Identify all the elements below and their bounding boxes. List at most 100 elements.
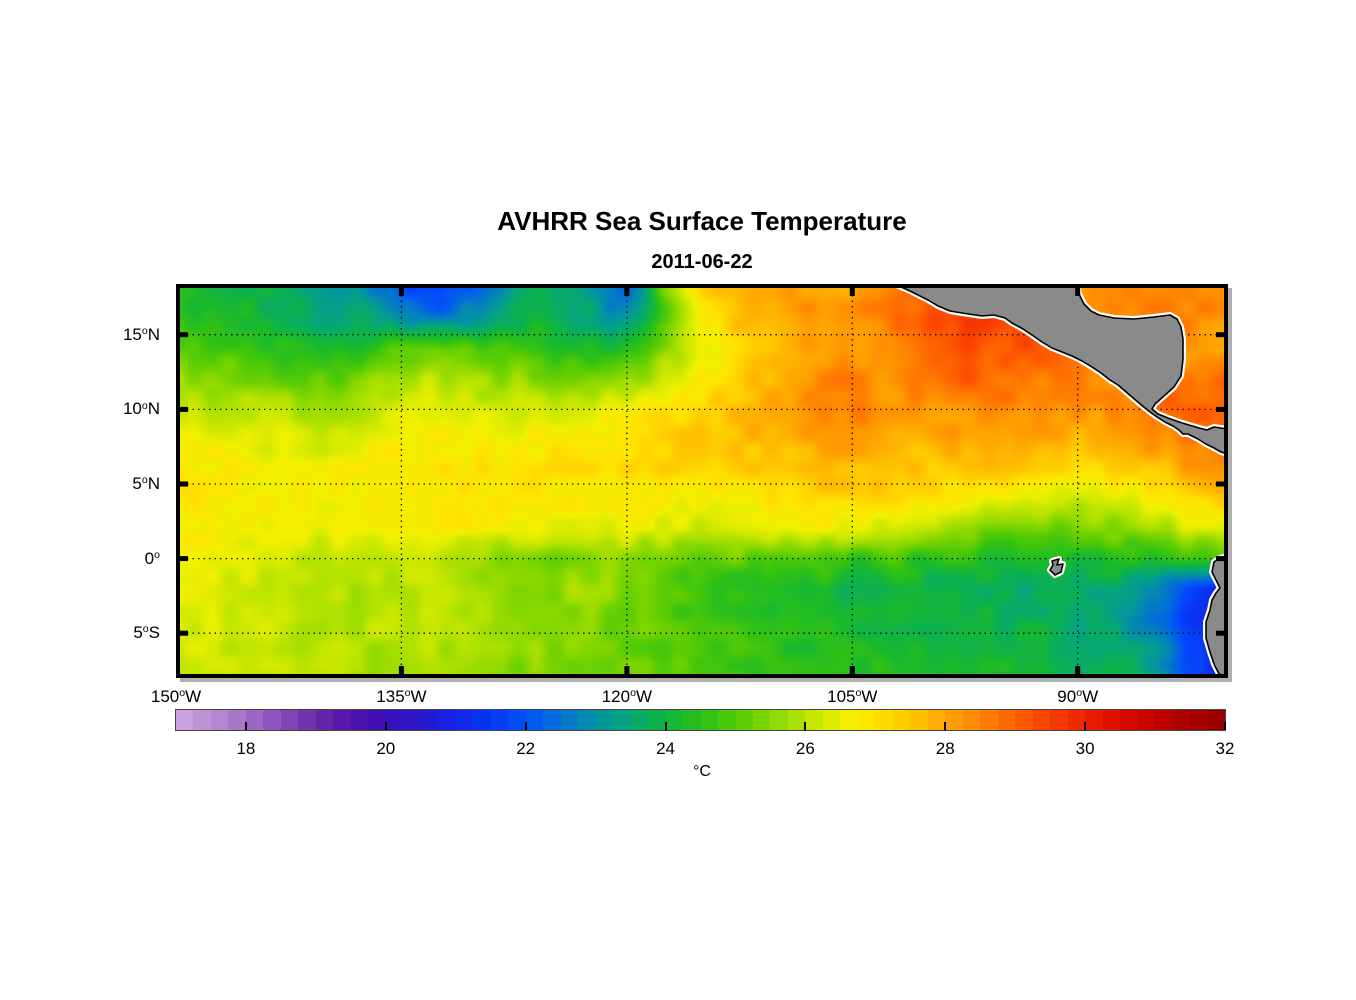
colorbar-segment <box>315 710 334 730</box>
x-tick-label: 105oW <box>827 687 878 706</box>
colorbar-segment <box>280 710 299 730</box>
colorbar-segment <box>490 710 509 730</box>
colorbar-tick-label: 26 <box>795 739 815 758</box>
colorbar-tick <box>664 722 667 730</box>
colorbar-segment <box>455 710 474 730</box>
colorbar-segment <box>595 710 614 730</box>
colorbar-segment <box>350 710 369 730</box>
colorbar-tick-label: 24 <box>656 739 675 758</box>
central-america-landmass <box>892 284 1228 455</box>
colorbar-tick-label: 18 <box>236 739 256 758</box>
colorbar-segment <box>298 710 316 730</box>
colorbar-segment <box>473 710 491 730</box>
x-axis-tick <box>849 666 855 678</box>
colorbar-tick <box>384 722 387 730</box>
colorbar-segment <box>578 710 596 730</box>
colorbar-segment <box>875 710 893 730</box>
x-axis-tick <box>624 666 630 678</box>
colorbar-segment <box>980 710 998 730</box>
colorbar-segment <box>1015 710 1033 730</box>
colorbar-segment <box>1102 710 1121 730</box>
colorbar-segment <box>1190 710 1208 730</box>
colorbar-tick-label: 20 <box>376 739 396 758</box>
colorbar-segment <box>892 710 911 730</box>
colorbar-segment <box>438 710 456 730</box>
x-tick-label: 150oW <box>150 687 202 706</box>
colorbar-tick <box>244 722 247 730</box>
y-axis-tick-right <box>1216 406 1228 412</box>
colorbar-segment <box>665 710 684 730</box>
colorbar-segment <box>752 710 771 730</box>
colorbar-tick-label: 30 <box>1075 739 1095 758</box>
colorbar-tick-label: 32 <box>1215 739 1235 758</box>
colorbar-segment <box>805 710 823 730</box>
y-axis-tick-right <box>1216 332 1228 338</box>
y-axis-tick-right <box>1216 630 1228 636</box>
y-tick-label: 10oN <box>122 399 160 419</box>
y-axis-tick-right <box>1216 556 1228 562</box>
y-tick-label: 5oN <box>132 473 160 493</box>
colorbar-segment <box>385 710 404 730</box>
colorbar-segment <box>263 710 281 730</box>
x-axis-tick-top <box>1075 284 1081 296</box>
colorbar-segment <box>1067 710 1086 730</box>
colorbar-segment <box>1032 710 1051 730</box>
colorbar-segment <box>945 710 963 730</box>
colorbar-segment <box>648 710 666 730</box>
colorbar-segment <box>630 710 649 730</box>
colorbar-segment <box>560 710 579 730</box>
colorbar-tick <box>1224 722 1226 730</box>
x-axis-tick-top <box>398 284 404 296</box>
colorbar-segment <box>787 710 806 730</box>
colorbar-tick <box>804 722 807 730</box>
colorbar-segment <box>1050 710 1068 730</box>
y-axis-tick <box>176 406 188 412</box>
colorbar-segment <box>962 710 981 730</box>
colorbar-tick <box>944 722 947 730</box>
colorbar-segment <box>1085 710 1103 730</box>
colorbar-tick-label: 22 <box>516 739 536 758</box>
x-axis-tick-top <box>624 284 630 296</box>
colorbar-segment <box>193 710 211 730</box>
colorbar-segment <box>403 710 421 730</box>
x-tick-label: 135oW <box>376 687 427 706</box>
colorbar-segment <box>368 710 386 730</box>
colorbar-segment <box>543 710 561 730</box>
chart-date-subtitle: 2011-06-22 <box>651 251 753 273</box>
colorbar-tick-label: 28 <box>935 739 955 758</box>
colorbar-tick <box>1084 722 1087 730</box>
x-tick-label: 90oW <box>1057 687 1099 706</box>
x-tick-label: 120oW <box>601 687 652 706</box>
map-area <box>176 284 1228 678</box>
colorbar-segment <box>1137 710 1156 730</box>
colorbar-segment <box>228 710 246 730</box>
colorbar-segment <box>822 710 841 730</box>
colorbar-segment <box>1155 710 1173 730</box>
colorbar-segment <box>700 710 719 730</box>
y-axis-tick <box>176 556 188 562</box>
colorbar-segment <box>245 710 264 730</box>
colorbar-segment <box>613 710 631 730</box>
colorbar-segment <box>1207 710 1226 730</box>
colorbar-segment <box>420 710 439 730</box>
galapagos-island <box>1049 558 1064 576</box>
colorbar-segment <box>683 710 701 730</box>
y-axis-tick <box>176 332 188 338</box>
x-axis-tick-top <box>849 284 855 296</box>
y-axis-tick <box>176 630 188 636</box>
colorbar-segment <box>735 710 753 730</box>
y-tick-label: 0o <box>144 548 160 568</box>
map-overlay <box>176 284 1228 678</box>
colorbar-segment <box>997 710 1016 730</box>
colorbar-segment <box>857 710 876 730</box>
y-axis-tick-right <box>1216 481 1228 487</box>
colorbar-segment <box>718 710 736 730</box>
x-axis-tick <box>1075 666 1081 678</box>
colorbar-segment <box>1120 710 1138 730</box>
map-border <box>176 284 1228 678</box>
x-axis-tick <box>398 666 404 678</box>
colorbar-unit-label: °C <box>693 763 711 780</box>
colorbar-segment <box>333 710 351 730</box>
colorbar-segment <box>770 710 788 730</box>
